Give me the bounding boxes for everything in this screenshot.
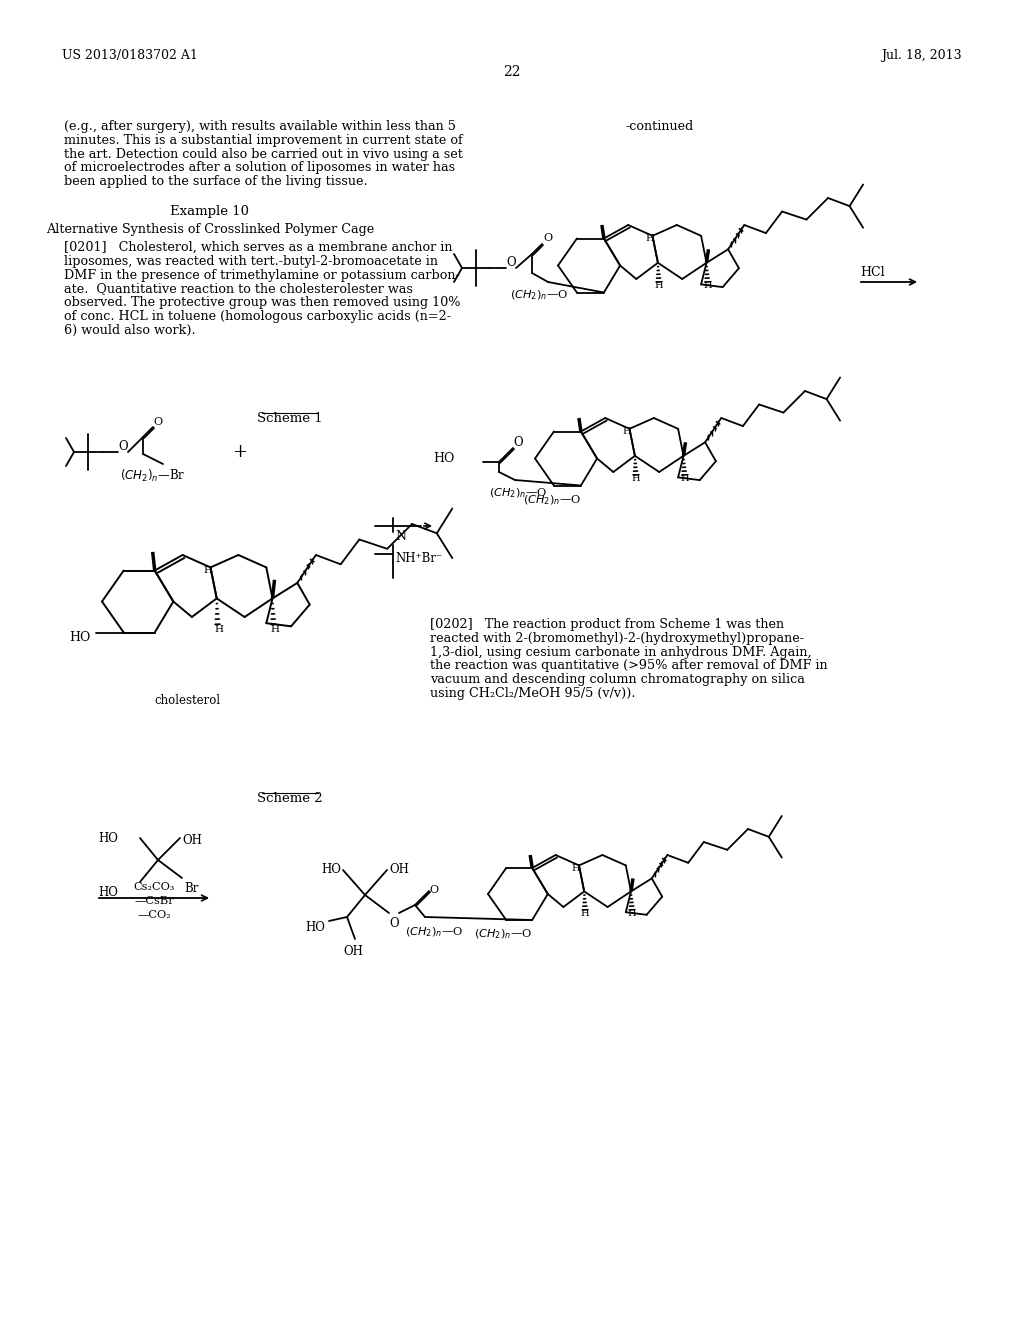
Text: HCl: HCl [860, 265, 885, 279]
Text: H: H [203, 566, 212, 576]
Text: NH⁺Br⁻: NH⁺Br⁻ [395, 552, 442, 565]
Text: Br: Br [184, 882, 199, 895]
Text: N: N [395, 529, 406, 543]
Text: —CO₂: —CO₂ [137, 909, 171, 920]
Text: H: H [645, 235, 653, 243]
Text: 6) would also work).: 6) would also work). [63, 323, 196, 337]
Text: H: H [703, 281, 712, 290]
Text: vacuum and descending column chromatography on silica: vacuum and descending column chromatogra… [430, 673, 805, 686]
Text: O: O [506, 256, 516, 269]
Text: H: H [680, 474, 689, 483]
Text: H: H [270, 624, 279, 634]
Text: OH: OH [182, 834, 202, 847]
Text: (e.g., after surgery), with results available within less than 5: (e.g., after surgery), with results avai… [63, 120, 456, 133]
Text: HO: HO [322, 863, 341, 876]
Text: HO: HO [98, 832, 118, 845]
Text: HO: HO [305, 921, 325, 935]
Text: Scheme 1: Scheme 1 [257, 412, 323, 425]
Text: of conc. HCL in toluene (homologous carboxylic acids (n=2-: of conc. HCL in toluene (homologous carb… [63, 310, 451, 323]
Text: Example 10: Example 10 [171, 205, 250, 218]
Text: O: O [389, 917, 398, 931]
Text: OH: OH [389, 863, 409, 876]
Text: [0202]   The reaction product from Scheme 1 was then: [0202] The reaction product from Scheme … [430, 618, 784, 631]
Text: —CsBr: —CsBr [134, 896, 174, 906]
Text: the art. Detection could also be carried out in vivo using a set: the art. Detection could also be carried… [63, 148, 463, 161]
Text: 1,3-diol, using cesium carbonate in anhydrous DMF. Again,: 1,3-diol, using cesium carbonate in anhy… [430, 645, 812, 659]
Text: H: H [623, 428, 631, 437]
Text: liposomes, was reacted with tert.-butyl-2-bromoacetate in: liposomes, was reacted with tert.-butyl-… [63, 255, 438, 268]
Text: $(CH_2)_n$—O: $(CH_2)_n$—O [474, 928, 532, 941]
Text: $(CH_2)_n$—Br: $(CH_2)_n$—Br [120, 469, 185, 484]
Text: been applied to the surface of the living tissue.: been applied to the surface of the livin… [63, 176, 368, 189]
Text: minutes. This is a substantial improvement in current state of: minutes. This is a substantial improveme… [63, 133, 463, 147]
Text: H: H [632, 474, 640, 483]
Text: H: H [628, 909, 636, 917]
Text: US 2013/0183702 A1: US 2013/0183702 A1 [62, 49, 198, 62]
Text: ate.  Quantitative reaction to the cholesterolester was: ate. Quantitative reaction to the choles… [63, 282, 413, 296]
Text: $(CH_2)_n$—O: $(CH_2)_n$—O [489, 486, 547, 499]
Text: Cs₂CO₃: Cs₂CO₃ [133, 882, 175, 892]
Text: Alternative Synthesis of Crosslinked Polymer Cage: Alternative Synthesis of Crosslinked Pol… [46, 223, 374, 236]
Text: HO: HO [433, 451, 455, 465]
Text: of microelectrodes after a solution of liposomes in water has: of microelectrodes after a solution of l… [63, 161, 455, 174]
Text: [0201]   Cholesterol, which serves as a membrane anchor in: [0201] Cholesterol, which serves as a me… [63, 242, 453, 253]
Text: -continued: -continued [625, 120, 693, 133]
Text: OH: OH [343, 945, 362, 958]
Text: 22: 22 [503, 65, 521, 79]
Text: O: O [543, 234, 552, 243]
Text: using CH₂Cl₂/MeOH 95/5 (v/v)).: using CH₂Cl₂/MeOH 95/5 (v/v)). [430, 686, 636, 700]
Text: $(CH_2)_n$—O: $(CH_2)_n$—O [510, 288, 568, 301]
Text: observed. The protective group was then removed using 10%: observed. The protective group was then … [63, 296, 461, 309]
Text: O: O [153, 417, 162, 426]
Text: O: O [513, 436, 522, 449]
Text: O: O [118, 441, 128, 454]
Text: HO: HO [70, 631, 91, 644]
Text: H: H [581, 909, 590, 917]
Text: DMF in the presence of trimethylamine or potassium carbon-: DMF in the presence of trimethylamine or… [63, 268, 460, 281]
Text: $(CH_2)_n$—O: $(CH_2)_n$—O [523, 494, 582, 507]
Text: the reaction was quantitative (>95% after removal of DMF in: the reaction was quantitative (>95% afte… [430, 660, 827, 672]
Text: H: H [571, 863, 581, 873]
Text: $(CH_2)_n$—O: $(CH_2)_n$—O [406, 925, 463, 939]
Text: cholesterol: cholesterol [155, 694, 220, 708]
Text: H: H [654, 281, 664, 290]
Text: HO: HO [98, 886, 118, 899]
Text: H: H [214, 624, 223, 634]
Text: Jul. 18, 2013: Jul. 18, 2013 [882, 49, 962, 62]
Text: reacted with 2-(bromomethyl)-2-(hydroxymethyl)propane-: reacted with 2-(bromomethyl)-2-(hydroxym… [430, 632, 804, 644]
Text: O: O [429, 884, 438, 895]
Text: +: + [232, 444, 248, 461]
Text: Scheme 2: Scheme 2 [257, 792, 323, 805]
